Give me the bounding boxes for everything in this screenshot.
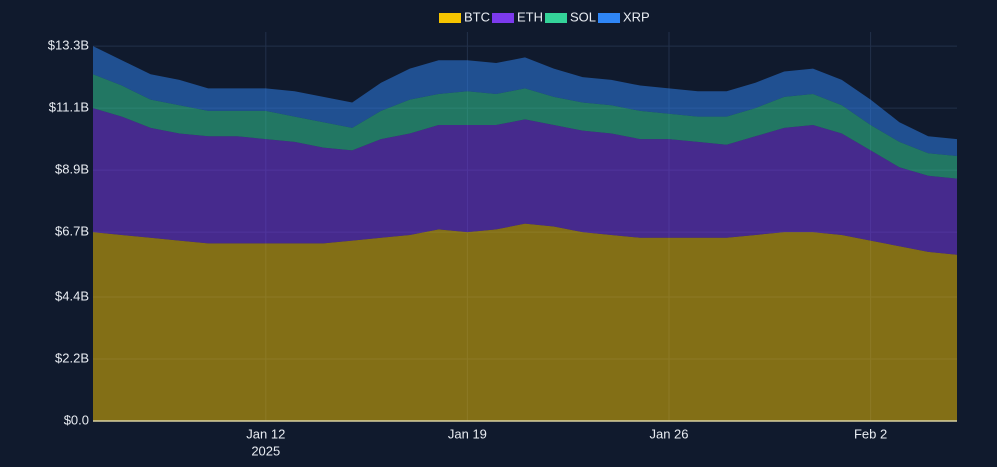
- x-tick-label: Feb 2: [854, 426, 887, 441]
- y-tick-label: $2.2B: [55, 350, 89, 365]
- y-tick-label: $0.0: [64, 412, 89, 427]
- y-tick-label: $8.9B: [55, 162, 89, 177]
- legend-swatch: [492, 13, 514, 23]
- x-tick-label: Jan 19: [448, 426, 487, 441]
- legend-label: BTC: [464, 9, 490, 24]
- area: [93, 74, 957, 179]
- legend-swatch: [598, 13, 620, 23]
- y-tick-label: $4.4B: [55, 288, 89, 303]
- legend-swatch: [545, 13, 567, 23]
- y-tick-label: $6.7B: [55, 224, 89, 239]
- x-tick-label: Jan 12: [246, 426, 285, 441]
- area: [93, 46, 957, 157]
- area: [93, 223, 957, 421]
- area: [93, 108, 957, 255]
- legend-label: XRP: [623, 9, 650, 24]
- y-tick-label: $11.1B: [49, 100, 89, 115]
- x-tick-label: Jan 26: [649, 426, 688, 441]
- legend-label: SOL: [570, 9, 596, 24]
- x-year-label: 2025: [251, 443, 280, 458]
- legend-label: ETH: [517, 9, 543, 24]
- legend-swatch: [439, 13, 461, 23]
- y-tick-label: $13.3B: [48, 38, 89, 53]
